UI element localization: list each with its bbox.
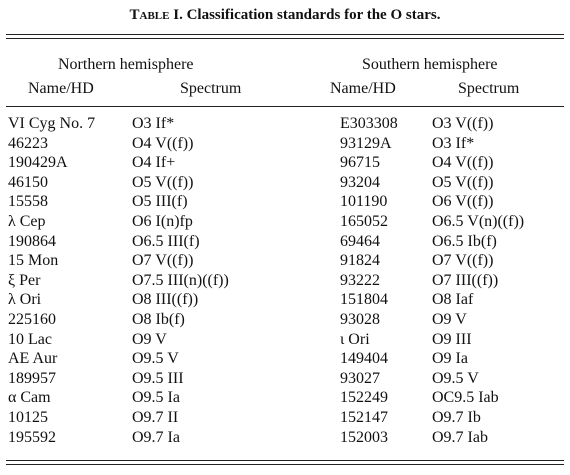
table-cell: 15 Mon	[8, 252, 59, 270]
table-cell: 152249	[340, 389, 388, 407]
table-cell: 190864	[8, 232, 56, 250]
table-cell: 15558	[8, 193, 48, 211]
table-cell: O3 If*	[432, 134, 475, 152]
table-cell: O3 V((f))	[432, 115, 494, 132]
table-cell: ι Ori	[340, 330, 370, 348]
table-cell: λ Cep	[8, 213, 46, 230]
table-cell: O3 If*	[132, 115, 175, 132]
rule	[6, 460, 564, 461]
table-cell: O9 III	[432, 330, 472, 348]
table-cell: O7 III((f))	[432, 271, 499, 289]
group-header: Southern hemisphere	[362, 56, 498, 73]
table-cell: O9.5 III	[132, 369, 184, 387]
table-cell: O9 V	[432, 311, 467, 328]
caption-text: Classification standards for the O stars…	[186, 7, 441, 23]
table-cell: O9.7 Ia	[132, 428, 180, 446]
table-cell: 46223	[8, 134, 48, 152]
rule	[6, 38, 564, 39]
table-cell: 10125	[8, 409, 48, 426]
table-cell: O5 III(f)	[132, 193, 188, 211]
column-header: Spectrum	[180, 80, 242, 97]
table-cell: 46150	[8, 173, 48, 191]
table-cell: O9.7 II	[132, 409, 179, 426]
table-cell: 152003	[340, 428, 388, 446]
table-cell: 189957	[8, 369, 56, 387]
table-cell: 152147	[340, 409, 388, 426]
table-cell: O8 Iaf	[432, 291, 474, 309]
table-cell: 190429A	[8, 154, 68, 172]
table-cell: 96715	[340, 154, 380, 172]
group-header: Northern hemisphere	[58, 56, 194, 73]
table-cell: O9.5 V	[132, 350, 179, 368]
table-cell: O4 V((f))	[132, 134, 194, 152]
table-cell: O7 V((f))	[132, 252, 194, 270]
table-cell: O9.7 Ib	[432, 409, 481, 426]
table-cell: O9 V	[132, 330, 167, 348]
table-cell: 149404	[340, 350, 388, 368]
table-cell: 69464	[340, 232, 380, 250]
table-cell: 93028	[340, 311, 380, 328]
table-cell: 195592	[8, 428, 56, 446]
table-cell: 93204	[340, 173, 380, 191]
table-cell: 165052	[340, 213, 388, 230]
table-cell: E303308	[340, 115, 398, 132]
table-cell: 93222	[340, 271, 380, 289]
table-cell: 101190	[340, 193, 388, 211]
table-cell: 151804	[340, 291, 388, 309]
table-cell: 225160	[8, 311, 56, 328]
table-cell: α Cam	[8, 389, 51, 407]
table-cell: O6.5 Ib(f)	[432, 232, 497, 250]
table-cell: ξ Per	[8, 271, 41, 289]
table-cell: λ Ori	[8, 291, 42, 309]
table-cell: O6.5 III(f)	[132, 232, 200, 250]
table-cell: O6 I(n)fp	[132, 213, 193, 230]
table-cell: 10 Lac	[8, 330, 52, 348]
table-cell: 93129A	[340, 134, 392, 152]
table-caption: Table I. Classification standards for th…	[0, 6, 570, 24]
table-cell: AE Aur	[8, 350, 58, 368]
table-cell: O9.5 Ia	[132, 389, 180, 407]
column-header: Spectrum	[458, 80, 520, 97]
table-cell: O8 Ib(f)	[132, 311, 185, 328]
table-cell: O9 Ia	[432, 350, 468, 368]
table-cell: O9.5 V	[432, 369, 479, 387]
rule	[6, 34, 564, 35]
table-cell: O5 V((f))	[132, 173, 194, 191]
table-cell: VI Cyg No. 7	[8, 115, 96, 132]
table-cell: O4 If+	[132, 154, 176, 172]
table-cell: O8 III((f))	[132, 291, 199, 309]
table-cell: OC9.5 Iab	[432, 389, 499, 407]
table-cell: O7 V((f))	[432, 252, 494, 270]
rule	[6, 106, 564, 107]
table-cell: O7.5 III(n)((f))	[132, 271, 229, 289]
column-header: Name/HD	[28, 80, 94, 97]
table-cell: O6 V((f))	[432, 193, 494, 211]
table-cell: O6.5 V(n)((f))	[432, 213, 525, 230]
table-cell: 91824	[340, 252, 380, 270]
table-cell: 93027	[340, 369, 380, 387]
column-header: Name/HD	[330, 80, 396, 97]
table-cell: O9.7 Iab	[432, 428, 488, 446]
table-cell: O4 V((f))	[432, 154, 494, 172]
table-cell: O5 V((f))	[432, 173, 494, 191]
rule	[6, 464, 564, 465]
caption-label: Table I.	[129, 7, 183, 23]
